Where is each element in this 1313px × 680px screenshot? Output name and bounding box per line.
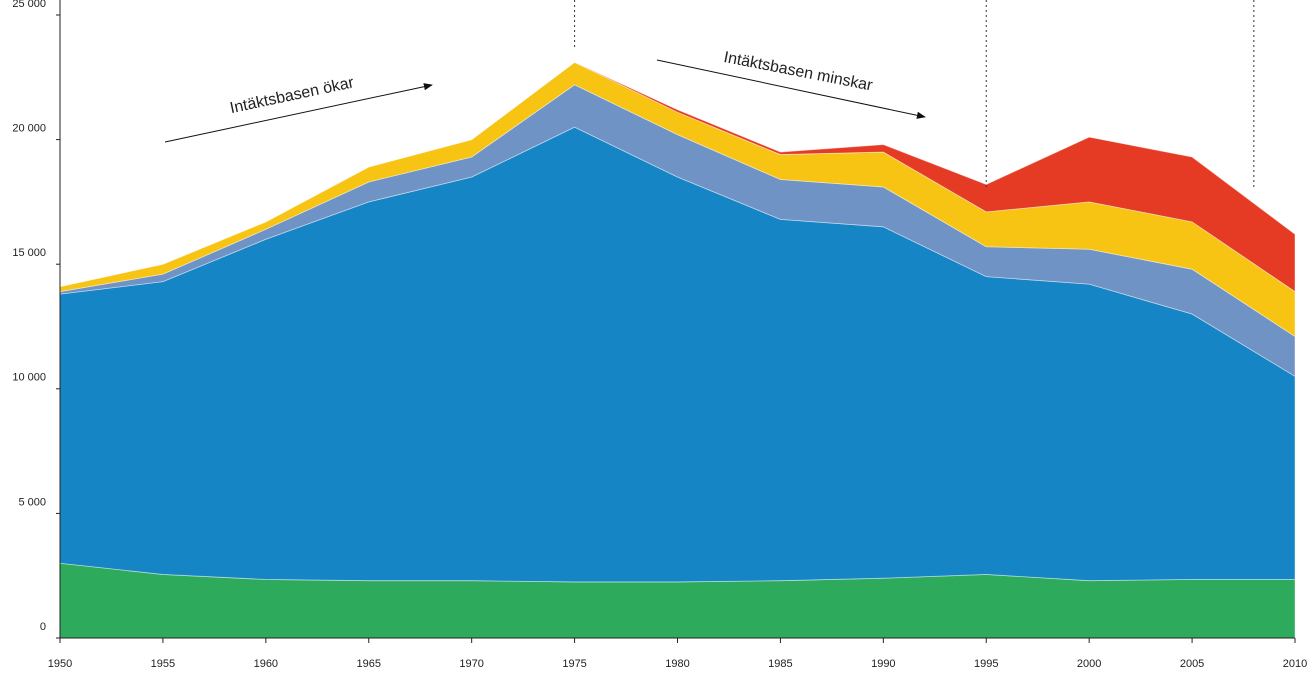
x-tick-label: 1960 xyxy=(254,658,278,670)
x-tick-label: 1965 xyxy=(357,658,381,670)
x-tick-label: 1975 xyxy=(562,658,586,670)
x-tick-label: 1980 xyxy=(665,658,689,670)
annotation: Intäktsbasen minskar xyxy=(722,49,874,95)
arrow xyxy=(164,83,433,143)
x-tick-label: 2005 xyxy=(1180,658,1204,670)
y-tick-label: 25 000 xyxy=(12,0,46,10)
x-tick-label: 1995 xyxy=(974,658,998,670)
x-tick-label: 2000 xyxy=(1077,658,1101,670)
y-tick-label: 10 000 xyxy=(12,372,46,384)
arrow xyxy=(656,59,926,119)
annotation: Intäktsbasen ökar xyxy=(228,74,356,117)
y-tick-label: 15 000 xyxy=(12,247,46,259)
x-tick-label: 1990 xyxy=(871,658,895,670)
y-tick-label: 0 xyxy=(40,621,46,633)
x-tick-label: 1950 xyxy=(48,658,72,670)
y-tick-label: 20 000 xyxy=(12,123,46,135)
y-tick-label: 5 000 xyxy=(18,496,46,508)
x-tick-label: 1970 xyxy=(459,658,483,670)
x-tick-label: 1985 xyxy=(768,658,792,670)
area xyxy=(59,61,1296,293)
x-tick-label: 2010 xyxy=(1283,658,1307,670)
x-tick-label: 1955 xyxy=(151,658,175,670)
